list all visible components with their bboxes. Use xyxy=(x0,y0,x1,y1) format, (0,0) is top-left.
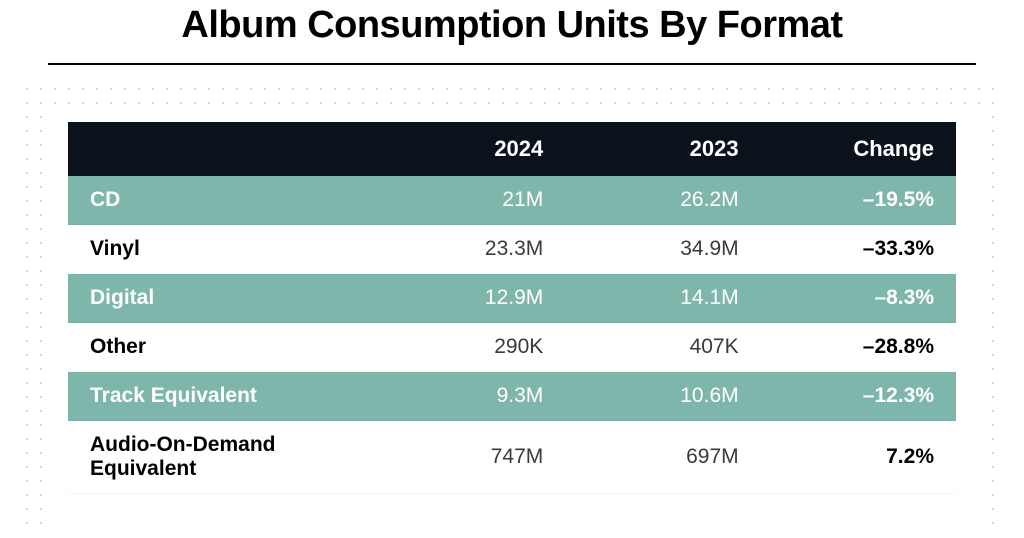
table-row: Vinyl23.3M34.9M–33.3% xyxy=(68,225,956,274)
row-label: CD xyxy=(68,176,370,225)
cell-2024: 12.9M xyxy=(370,274,565,323)
col-header-2024: 2024 xyxy=(370,122,565,176)
cell-2023: 14.1M xyxy=(565,274,760,323)
cell-2024: 21M xyxy=(370,176,565,225)
title-rule xyxy=(48,63,976,65)
cell-change: –33.3% xyxy=(761,225,956,274)
cell-change: –12.3% xyxy=(761,372,956,421)
cell-2023: 26.2M xyxy=(565,176,760,225)
cell-change: –19.5% xyxy=(761,176,956,225)
page-title: Album Consumption Units By Format xyxy=(0,0,1024,63)
table-row: Track Equivalent9.3M10.6M–12.3% xyxy=(68,372,956,421)
table-row: Audio-On-Demand Equivalent747M697M7.2% xyxy=(68,421,956,494)
cell-change: –8.3% xyxy=(761,274,956,323)
consumption-table: 2024 2023 Change CD21M26.2M–19.5%Vinyl23… xyxy=(68,122,956,494)
dotted-background: 2024 2023 Change CD21M26.2M–19.5%Vinyl23… xyxy=(20,82,1004,530)
cell-2023: 697M xyxy=(565,421,760,494)
cell-2023: 10.6M xyxy=(565,372,760,421)
table-row: Other290K407K–28.8% xyxy=(68,323,956,372)
cell-2023: 34.9M xyxy=(565,225,760,274)
cell-2024: 747M xyxy=(370,421,565,494)
table-row: Digital12.9M14.1M–8.3% xyxy=(68,274,956,323)
row-label: Digital xyxy=(68,274,370,323)
table-panel: 2024 2023 Change CD21M26.2M–19.5%Vinyl23… xyxy=(44,104,980,538)
row-label: Vinyl xyxy=(68,225,370,274)
row-label: Track Equivalent xyxy=(68,372,370,421)
col-header-change: Change xyxy=(761,122,956,176)
cell-2024: 23.3M xyxy=(370,225,565,274)
col-header-format xyxy=(68,122,370,176)
table-header-row: 2024 2023 Change xyxy=(68,122,956,176)
cell-2023: 407K xyxy=(565,323,760,372)
cell-change: –28.8% xyxy=(761,323,956,372)
cell-change: 7.2% xyxy=(761,421,956,494)
cell-2024: 290K xyxy=(370,323,565,372)
col-header-2023: 2023 xyxy=(565,122,760,176)
row-label: Other xyxy=(68,323,370,372)
cell-2024: 9.3M xyxy=(370,372,565,421)
table-row: CD21M26.2M–19.5% xyxy=(68,176,956,225)
row-label: Audio-On-Demand Equivalent xyxy=(68,421,370,494)
